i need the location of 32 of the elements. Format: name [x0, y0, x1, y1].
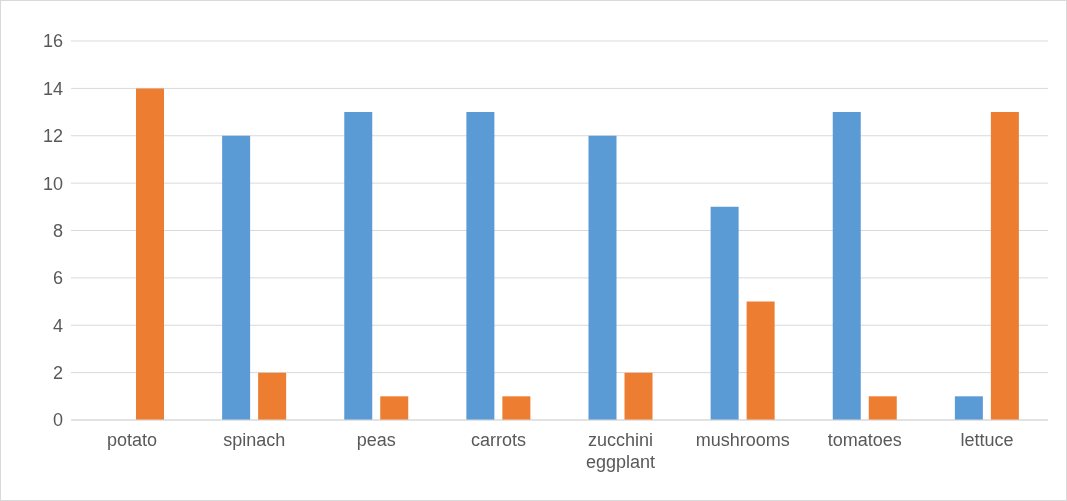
bar — [344, 112, 373, 420]
x-tick-label: mushrooms — [695, 430, 790, 450]
bar — [832, 112, 861, 420]
bar — [954, 396, 983, 420]
x-tick-label: zucchini eggplant — [586, 430, 656, 472]
x-tick-label: peas — [356, 430, 396, 450]
bar — [258, 372, 287, 420]
y-tick-label: 4 — [52, 315, 63, 336]
bar — [710, 206, 739, 420]
bar — [502, 396, 531, 420]
bar — [990, 112, 1019, 420]
y-tick-label: 16 — [42, 31, 63, 52]
bar — [136, 88, 164, 420]
y-tick-label: 14 — [42, 78, 63, 99]
bar — [380, 396, 409, 420]
bar — [868, 396, 897, 420]
y-tick-label: 0 — [52, 410, 63, 431]
y-tick-label: 2 — [52, 363, 63, 384]
x-tick-label: spinach — [223, 430, 286, 450]
x-tick-label: carrots — [470, 430, 526, 450]
bar — [588, 135, 617, 420]
y-tick-label: 12 — [42, 126, 63, 147]
x-tick-label: tomatoes — [827, 430, 902, 450]
y-tick-label: 10 — [42, 173, 63, 194]
y-tick-label: 8 — [52, 220, 63, 241]
bar — [746, 301, 775, 420]
x-tick-label: potato — [107, 430, 158, 450]
bar — [222, 135, 251, 420]
bar — [624, 372, 653, 420]
x-tick-label: lettuce — [960, 430, 1014, 450]
y-tick-label: 6 — [52, 268, 63, 289]
bar — [466, 112, 495, 420]
